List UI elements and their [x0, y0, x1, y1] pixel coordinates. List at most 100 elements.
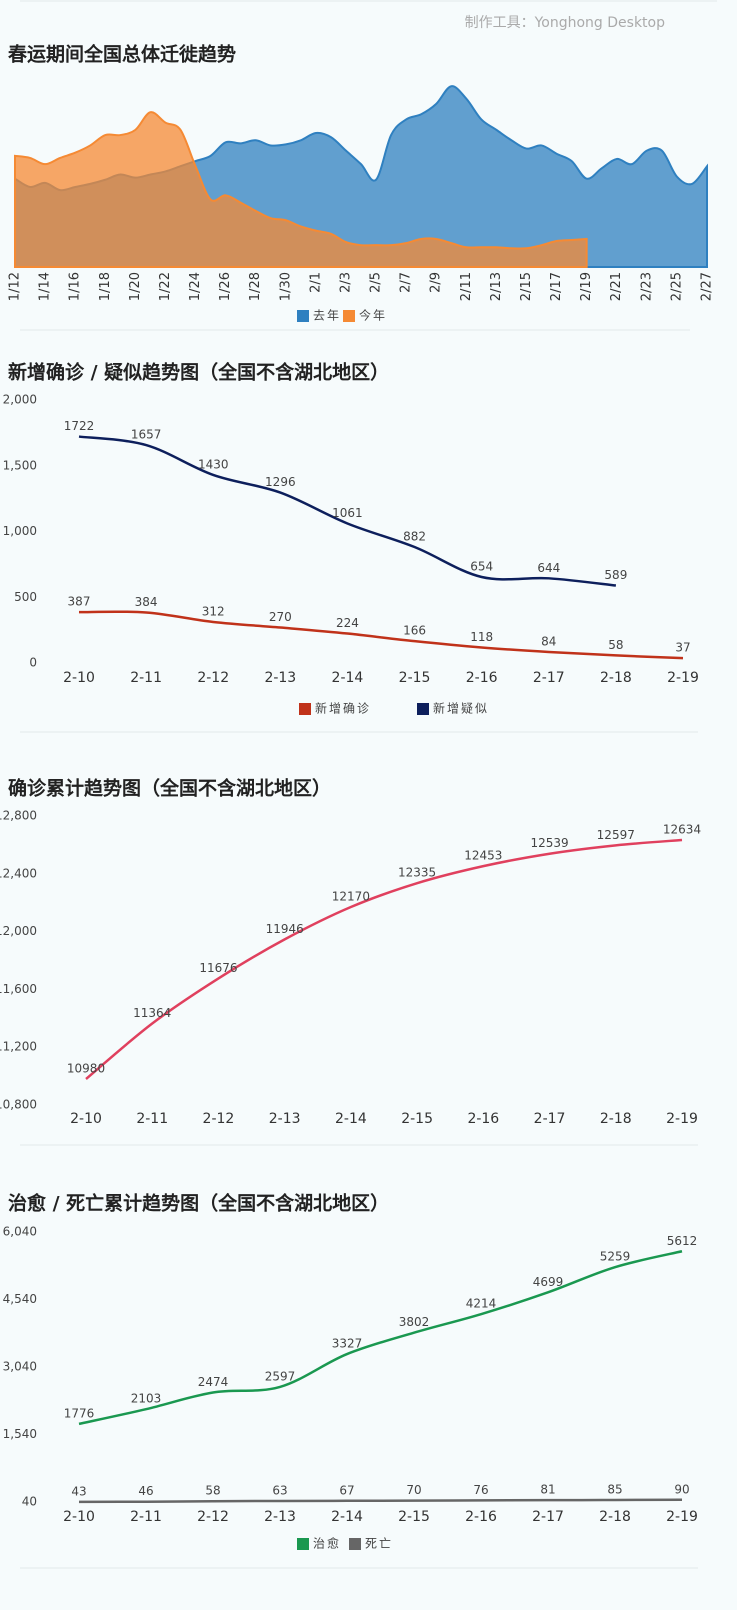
data-label: 312 — [202, 604, 225, 618]
x-tick-label: 2-12 — [197, 1509, 229, 1525]
legend-label: 新增确诊 — [315, 701, 371, 716]
y-tick-label: 12,400 — [0, 866, 37, 880]
legend-swatch — [349, 1538, 361, 1550]
legend-swatch — [417, 703, 429, 715]
data-label: 3802 — [399, 1315, 430, 1329]
legend-label: 新增疑似 — [433, 701, 489, 716]
data-label: 4214 — [466, 1297, 497, 1311]
legend-swatch — [343, 310, 355, 322]
x-tick-label: 1/16 — [68, 272, 83, 301]
x-tick-label: 2-11 — [130, 670, 162, 686]
x-tick-label: 2/11 — [459, 272, 474, 301]
x-tick-label: 2/5 — [369, 272, 384, 293]
line — [78, 1250, 683, 1426]
data-label: 1061 — [332, 506, 363, 520]
y-tick-label: 40 — [22, 1495, 37, 1509]
data-label: 2474 — [198, 1375, 229, 1389]
x-tick-label: 2/23 — [639, 272, 654, 301]
data-label: 384 — [135, 595, 158, 609]
line — [85, 838, 683, 1080]
x-tick-label: 2-15 — [401, 1111, 433, 1127]
x-tick-label: 2-16 — [466, 670, 498, 686]
y-tick-label: 1,540 — [3, 1427, 37, 1441]
area — [14, 111, 588, 268]
x-tick-label: 2-15 — [399, 670, 431, 686]
x-tick-label: 2-17 — [534, 1111, 566, 1127]
x-tick-label: 2/15 — [519, 272, 534, 301]
legend-label: 死亡 — [365, 1537, 393, 1551]
x-tick-label: 2-16 — [465, 1509, 497, 1525]
data-label: 589 — [604, 568, 627, 582]
data-label: 1776 — [64, 1406, 95, 1420]
x-tick-label: 2/19 — [579, 272, 594, 301]
x-tick-label: 2-12 — [203, 1111, 235, 1127]
y-tick-label: 11,600 — [0, 982, 37, 996]
data-label: 1296 — [265, 475, 296, 489]
data-label: 11946 — [266, 922, 304, 936]
data-label: 81 — [540, 1483, 555, 1497]
legend-swatch — [299, 703, 311, 715]
x-tick-label: 1/24 — [188, 272, 203, 301]
line — [78, 610, 684, 660]
x-tick-label: 2/27 — [700, 272, 715, 301]
data-label: 10980 — [67, 1061, 105, 1075]
y-tick-label: 12,000 — [0, 924, 37, 938]
x-tick-label: 2-13 — [264, 1509, 296, 1525]
legend-label: 去年 — [313, 309, 341, 323]
x-tick-label: 2-15 — [398, 1509, 430, 1525]
data-label: 882 — [403, 530, 426, 544]
x-tick-label: 2-17 — [533, 670, 565, 686]
legend-label: 治愈 — [313, 1536, 341, 1551]
x-tick-label: 1/18 — [98, 272, 113, 301]
x-tick-label: 2-14 — [335, 1111, 367, 1127]
data-label: 84 — [541, 634, 556, 648]
data-label: 67 — [339, 1483, 354, 1497]
y-tick-label: 1,000 — [3, 524, 37, 538]
x-tick-label: 2-17 — [532, 1509, 564, 1525]
x-tick-label: 2-14 — [332, 670, 364, 686]
y-tick-label: 10,800 — [0, 1098, 37, 1112]
x-tick-label: 2-19 — [667, 670, 699, 686]
data-label: 654 — [470, 559, 493, 573]
x-tick-label: 2-10 — [70, 1111, 102, 1127]
data-label: 270 — [269, 610, 292, 624]
data-label: 1722 — [64, 419, 95, 433]
chart-title: 确诊累计趋势图（全国不含湖北地区） — [8, 777, 331, 800]
data-label: 12634 — [663, 822, 701, 836]
x-tick-label: 2/7 — [399, 272, 414, 293]
x-tick-label: 1/14 — [38, 272, 53, 301]
data-label: 58 — [608, 638, 623, 652]
data-label: 4699 — [533, 1275, 564, 1289]
data-label: 387 — [68, 595, 91, 609]
x-tick-label: 1/26 — [218, 272, 233, 301]
y-tick-label: 3,040 — [3, 1360, 37, 1374]
y-tick-label: 12,800 — [0, 809, 37, 823]
data-label: 224 — [336, 616, 359, 630]
y-tick-label: 2,000 — [3, 393, 37, 407]
line — [78, 1498, 683, 1504]
data-label: 12335 — [398, 866, 436, 880]
x-tick-label: 2-18 — [599, 1509, 631, 1525]
data-label: 58 — [205, 1484, 220, 1498]
data-label: 43 — [71, 1484, 86, 1498]
data-label: 3327 — [332, 1337, 363, 1351]
legend-swatch — [297, 310, 309, 322]
x-tick-label: 2-14 — [331, 1509, 363, 1525]
x-tick-label: 2/9 — [429, 272, 444, 293]
data-label: 5259 — [600, 1250, 631, 1264]
x-tick-label: 2-12 — [197, 670, 229, 686]
data-label: 11364 — [133, 1006, 171, 1020]
x-tick-label: 2-13 — [269, 1111, 301, 1127]
x-tick-label: 2-19 — [666, 1509, 698, 1525]
y-tick-label: 500 — [14, 590, 37, 604]
legend-swatch — [297, 1538, 309, 1550]
data-label: 166 — [403, 624, 426, 638]
data-label: 12453 — [464, 849, 502, 863]
data-label: 2597 — [265, 1369, 296, 1383]
data-label: 1657 — [131, 428, 162, 442]
data-label: 11676 — [199, 961, 237, 975]
tool-label: 制作工具：Yonghong Desktop — [465, 15, 666, 31]
data-label: 2103 — [131, 1392, 162, 1406]
data-label: 1430 — [198, 457, 229, 471]
